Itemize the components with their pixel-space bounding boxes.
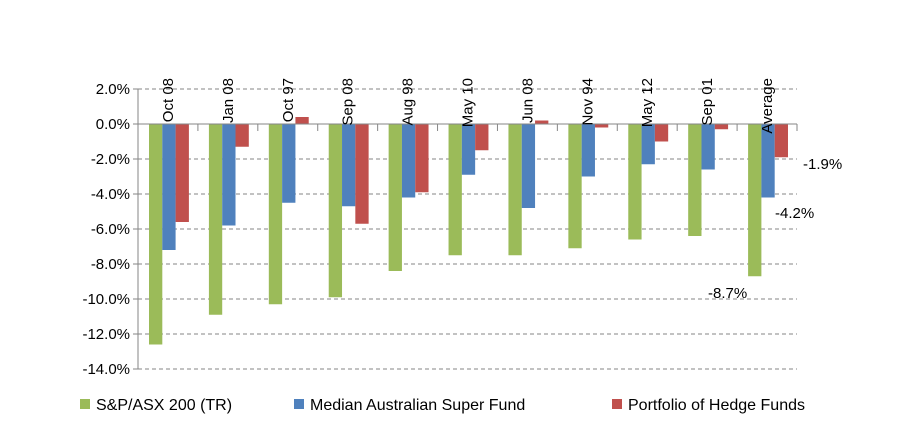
bar-8-2: [654, 124, 669, 142]
y-tick-label: 2.0%: [96, 81, 130, 98]
bar-7-0: [568, 124, 582, 249]
y-tick-label: -12.0%: [82, 326, 130, 343]
category-label: Oct 97: [280, 78, 297, 122]
category-label: Sep 01: [699, 78, 716, 126]
bar-9-0: [688, 124, 702, 236]
bar-1-0: [208, 124, 223, 315]
y-tick-label: -10.0%: [82, 291, 130, 308]
y-tick-label: -8.0%: [91, 256, 130, 273]
bar-4-0: [388, 124, 402, 271]
bar-6-1: [521, 124, 536, 208]
data-label: -8.7%: [708, 285, 747, 302]
bar-1-1: [222, 124, 236, 226]
bar-1-2: [235, 124, 249, 147]
category-label: Aug 98: [400, 78, 417, 126]
bar-8-0: [628, 124, 642, 240]
y-tick-label: -14.0%: [82, 361, 130, 378]
bar-0-1: [162, 124, 176, 250]
category-label: Sep 08: [340, 78, 357, 126]
legend-swatch: [80, 399, 90, 409]
category-label: Oct 08: [160, 78, 177, 122]
bar-10-2: [774, 124, 788, 158]
bar-9-1: [701, 124, 715, 170]
legend-label: S&P/ASX 200 (TR): [96, 397, 232, 414]
category-label: Average: [759, 78, 776, 134]
category-label: Jan 08: [220, 78, 237, 123]
bar-4-2: [415, 124, 429, 193]
category-label: May 12: [639, 78, 656, 127]
bar-3-2: [355, 124, 369, 224]
category-label: May 10: [460, 78, 477, 127]
category-label: Nov 94: [579, 78, 596, 126]
bar-3-0: [328, 124, 343, 298]
y-tick-label: 0.0%: [96, 116, 130, 133]
bar-2-2: [295, 117, 309, 124]
y-tick-label: -6.0%: [91, 221, 130, 238]
legend-label: Portfolio of Hedge Funds: [628, 397, 805, 414]
category-label: Jun 08: [519, 78, 536, 123]
legend-label: Median Australian Super Fund: [310, 397, 525, 414]
data-label: -4.2%: [775, 205, 814, 222]
bar-4-1: [401, 124, 416, 198]
data-label: -1.9%: [803, 156, 842, 173]
legend-swatch: [612, 399, 622, 409]
bar-10-1: [761, 124, 775, 198]
bar-10-0: [748, 124, 762, 277]
bar-5-2: [475, 124, 489, 151]
bar-2-1: [282, 124, 296, 203]
bar-2-0: [268, 124, 283, 305]
y-tick-label: -2.0%: [91, 151, 130, 168]
bar-5-1: [461, 124, 476, 175]
bar-7-2: [594, 124, 609, 128]
bar-6-0: [508, 124, 522, 256]
bar-8-1: [641, 124, 655, 165]
bar-3-1: [342, 124, 356, 207]
y-tick-label: -4.0%: [91, 186, 130, 203]
bar-9-2: [714, 124, 729, 130]
bar-0-2: [175, 124, 189, 222]
bar-7-1: [581, 124, 595, 177]
bar-5-0: [448, 124, 462, 256]
bar-0-0: [149, 124, 163, 345]
bar-6-2: [535, 120, 549, 124]
legend-swatch: [294, 399, 304, 409]
